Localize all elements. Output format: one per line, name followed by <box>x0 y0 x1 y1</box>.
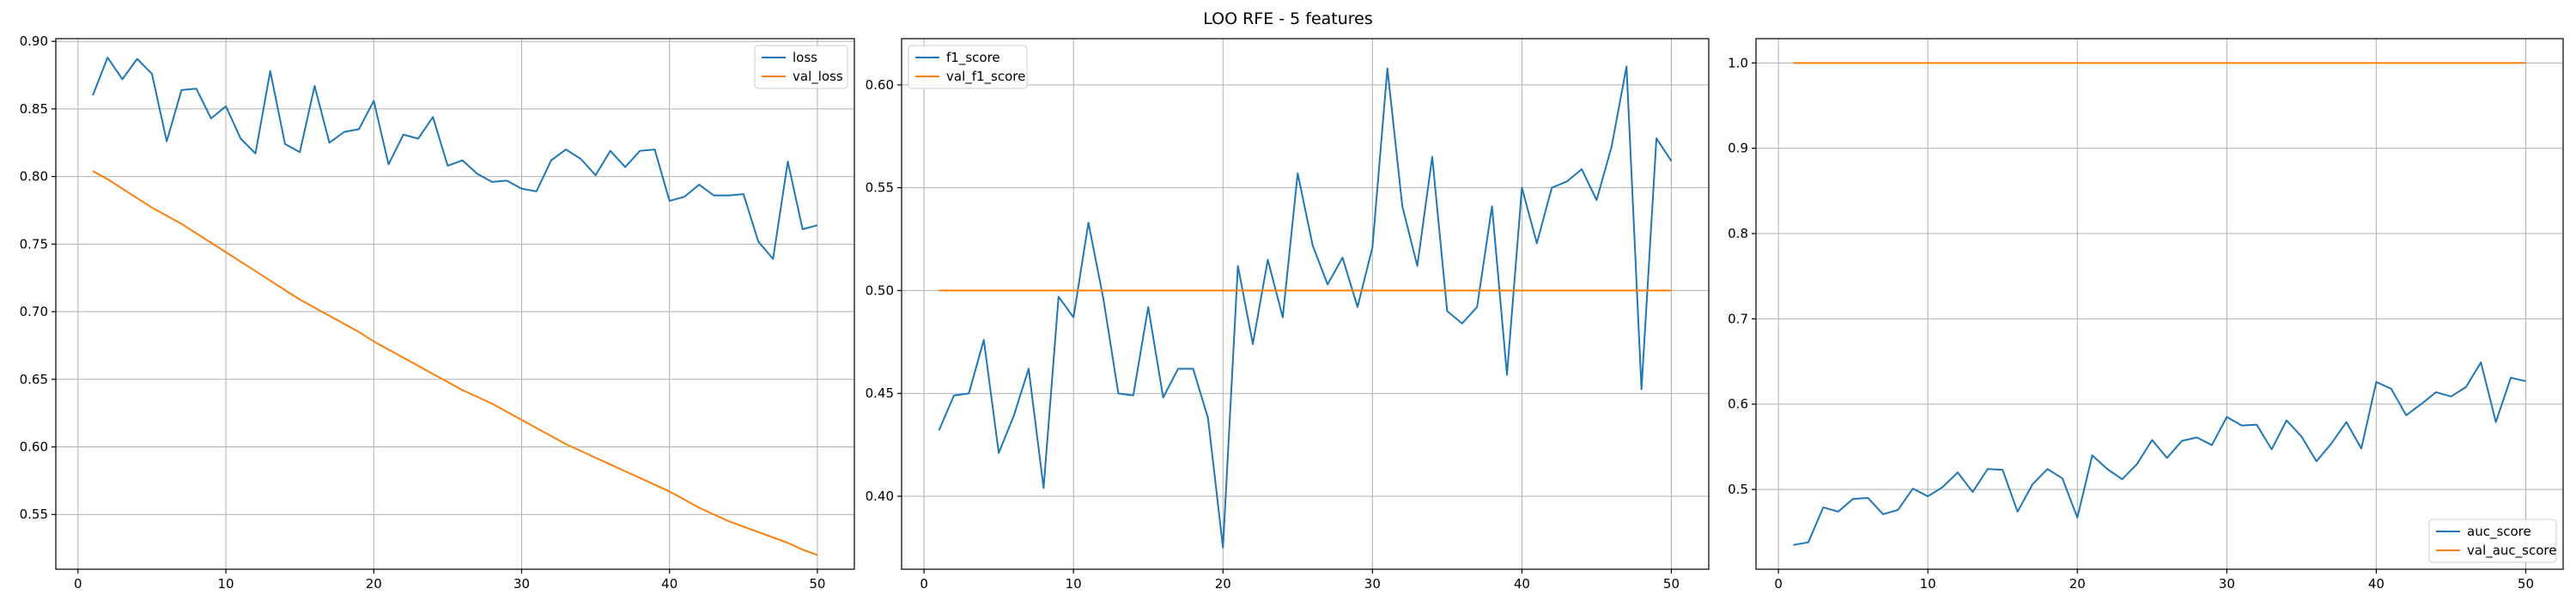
legend-label: val_auc_score <box>2467 543 2557 559</box>
y-tick-label: 1.0 <box>1728 55 1748 70</box>
y-tick-label: 0.70 <box>20 304 48 319</box>
x-tick-label: 50 <box>809 576 825 592</box>
y-tick-label: 0.65 <box>20 372 48 387</box>
x-tick-label: 10 <box>1066 576 1082 592</box>
axes-frame <box>1755 38 2564 570</box>
y-tick-label: 0.8 <box>1728 226 1748 241</box>
series-line-f1-score <box>938 65 1673 549</box>
x-tick-label: 40 <box>2368 576 2385 592</box>
x-tick-label: 0 <box>920 576 928 592</box>
series-line-loss <box>92 57 818 260</box>
x-tick-label: 50 <box>1663 576 1680 592</box>
axes-frame <box>55 38 855 570</box>
y-tick-label: 0.60 <box>866 77 894 93</box>
legend: auc_score val_auc_score <box>2428 519 2557 563</box>
legend-label: auc_score <box>2467 524 2531 540</box>
x-tick-label: 40 <box>661 576 677 592</box>
x-tick-label: 0 <box>74 576 82 592</box>
legend-box <box>754 45 848 89</box>
legend-box <box>908 45 1028 89</box>
x-tick-label: 0 <box>1774 576 1783 592</box>
legend: f1_score val_f1_score <box>908 45 1028 89</box>
f1-score-subplot: 0 10 20 30 40 50 0.40 0.45 0.50 0.55 0.60 f1_scorev… <box>866 38 1710 592</box>
auc-score-subplot: 0 10 20 30 40 50 0.5 0.6 0.7 0.8 0.9 1.0 auc_scoreva… <box>1728 38 2564 592</box>
x-tick-label: 50 <box>2518 576 2534 592</box>
y-tick-label: 0.80 <box>20 169 48 185</box>
y-tick-label: 0.50 <box>866 282 894 298</box>
axes-frame <box>901 38 1710 570</box>
y-tick-label: 0.60 <box>20 440 48 455</box>
x-tick-label: 30 <box>2219 576 2235 592</box>
x-tick-label: 40 <box>1514 576 1530 592</box>
legend-label: val_f1_score <box>946 69 1025 85</box>
x-tick-label: 20 <box>1215 576 1231 592</box>
y-tick-label: 0.45 <box>866 385 894 401</box>
legend-label: loss <box>793 50 817 65</box>
y-tick-label: 0.85 <box>20 101 48 117</box>
y-tick-label: 0.9 <box>1728 141 1748 156</box>
y-tick-label: 0.6 <box>1728 397 1748 412</box>
x-tick-label: 30 <box>1364 576 1381 592</box>
loss-subplot: 0 10 20 30 40 50 0.55 0.60 0.65 0.70 0.75 0.80 0.85 0… <box>20 33 855 592</box>
series-line-auc-score <box>1793 361 2526 546</box>
x-tick-label: 30 <box>513 576 530 592</box>
y-tick-label: 0.90 <box>20 33 48 49</box>
legend-label: f1_score <box>946 50 1000 66</box>
legend-label: val_loss <box>793 69 843 85</box>
x-tick-label: 20 <box>366 576 382 592</box>
y-tick-label: 0.75 <box>20 236 48 252</box>
legend: loss val_loss <box>754 45 848 89</box>
x-tick-label: 20 <box>2069 576 2086 592</box>
figure-title: LOO RFE - 5 features <box>1203 9 1373 28</box>
y-tick-label: 0.55 <box>866 180 894 196</box>
x-tick-label: 10 <box>218 576 234 592</box>
x-tick-label: 10 <box>1920 576 1936 592</box>
y-tick-label: 0.5 <box>1728 482 1748 497</box>
y-tick-label: 0.7 <box>1728 311 1748 326</box>
series-line-val-loss <box>92 170 818 556</box>
legend-box <box>2428 519 2557 563</box>
y-tick-label: 0.40 <box>866 489 894 504</box>
y-tick-label: 0.55 <box>20 507 48 522</box>
